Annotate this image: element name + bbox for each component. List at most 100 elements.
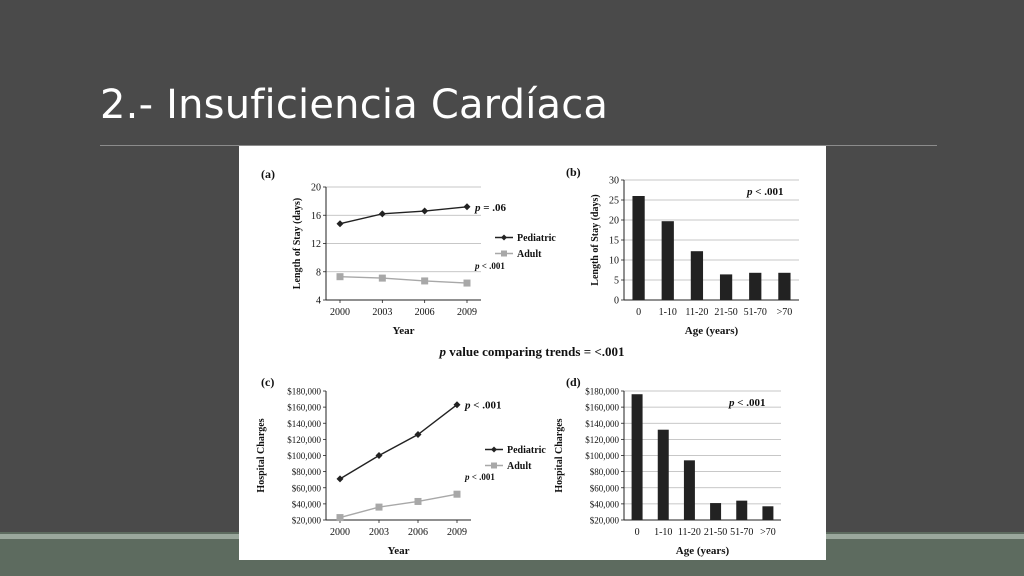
y-tick-label: $20,000 (292, 516, 322, 526)
data-point (378, 274, 386, 282)
y-axis-label: Length of Stay (days) (292, 198, 303, 289)
bar-0 (631, 394, 643, 520)
figure-panel: p value comparing trends = <.001 4 8 12 16 2… (239, 146, 826, 560)
bar-2 (690, 251, 704, 300)
x-tick-label: 0 (635, 527, 640, 538)
data-point (336, 220, 344, 228)
x-tick-label: 2000 (330, 307, 350, 318)
x-tick-label: >70 (760, 527, 776, 538)
x-tick-label: 0 (636, 307, 641, 318)
y-axis-label: Hospital Charges (554, 418, 565, 492)
y-tick-label: 16 (311, 211, 321, 222)
y-tick-label: $40,000 (590, 499, 620, 509)
data-point (414, 431, 422, 439)
y-tick-label: 20 (609, 216, 619, 227)
y-tick-label: $60,000 (590, 483, 620, 493)
y-tick-label: $120,000 (287, 435, 321, 445)
y-tick-label: 20 (311, 183, 321, 194)
x-tick-label: 2009 (457, 307, 477, 318)
y-tick-label: 30 (609, 176, 619, 187)
x-tick-label: 11-20 (685, 307, 708, 318)
y-tick-label: 4 (316, 296, 321, 307)
p-value-annotation: p = .06 (474, 202, 507, 214)
p-value-annotation: p < .001 (464, 400, 502, 412)
y-tick-label: $140,000 (585, 419, 619, 429)
y-axis-label: Length of Stay (days) (590, 194, 601, 285)
series-line-pediatric (339, 206, 468, 225)
x-axis-label: Age (years) (676, 545, 730, 557)
panel-label: (c) (261, 375, 274, 389)
x-tick-label: 2003 (369, 527, 389, 538)
series-line-adult (339, 275, 468, 284)
panel-label: (a) (261, 167, 275, 181)
p-value-annotation: p < .001 (746, 186, 784, 198)
y-tick-label: $160,000 (585, 403, 619, 413)
data-point (453, 401, 461, 409)
legend-label: Pediatric (517, 233, 556, 244)
data-point (453, 490, 461, 498)
y-tick-label: 15 (609, 236, 619, 247)
p-value-annotation: p < .001 (474, 261, 505, 271)
y-axis-label: Hospital Charges (256, 418, 267, 492)
y-tick-label: $40,000 (292, 499, 322, 509)
legend-label: Pediatric (507, 445, 546, 456)
bar-5 (778, 272, 791, 300)
data-point (421, 277, 429, 285)
data-point (336, 273, 344, 281)
data-point (463, 279, 471, 287)
y-tick-label: $60,000 (292, 483, 322, 493)
bar-4 (749, 272, 762, 300)
bar-0 (632, 196, 645, 300)
x-tick-label: 51-70 (744, 307, 767, 318)
x-tick-label: 1-10 (659, 307, 677, 318)
y-tick-label: $80,000 (292, 467, 322, 477)
x-tick-label: 21-50 (714, 307, 737, 318)
x-tick-label: 21-50 (704, 527, 727, 538)
y-tick-label: $160,000 (287, 403, 321, 413)
legend-marker (501, 234, 507, 241)
bar-1 (661, 221, 674, 300)
y-tick-label: $100,000 (585, 451, 619, 461)
y-tick-label: $20,000 (590, 516, 620, 526)
x-tick-label: 1-10 (654, 527, 672, 538)
y-tick-label: $180,000 (287, 387, 321, 397)
legend-label: Adult (517, 249, 542, 260)
y-tick-label: 8 (316, 267, 321, 278)
legend-marker (501, 250, 507, 257)
series-line-pediatric (339, 404, 458, 480)
data-point (421, 207, 429, 215)
figure-svg: p value comparing trends = <.001 4 8 12 16 2… (256, 165, 799, 557)
data-point (463, 203, 471, 211)
panel-label: (b) (566, 165, 581, 179)
center-note: p value comparing trends = <.001 (438, 344, 624, 359)
x-tick-label: 2009 (447, 527, 467, 538)
y-tick-label: 10 (609, 256, 619, 267)
p-value-annotation: p < .001 (728, 397, 766, 409)
y-tick-label: $180,000 (585, 387, 619, 397)
data-point (375, 503, 383, 511)
p-value-annotation: p < .001 (464, 472, 495, 482)
data-point (375, 452, 383, 459)
x-tick-label: 11-20 (678, 527, 701, 538)
legend-marker (491, 462, 497, 469)
y-tick-label: 0 (614, 296, 619, 307)
panel-label: (d) (566, 375, 581, 389)
x-axis-label: Age (years) (685, 325, 739, 337)
y-tick-label: $100,000 (287, 451, 321, 461)
y-tick-label: 25 (609, 196, 619, 207)
y-tick-label: $120,000 (585, 435, 619, 445)
series-line-adult (339, 493, 458, 519)
bar-3 (710, 503, 722, 520)
bar-1 (657, 429, 669, 520)
data-point (414, 497, 422, 505)
x-tick-label: >70 (777, 307, 793, 318)
data-point (336, 514, 344, 522)
slide-title: 2.- Insuficiencia Cardíaca (100, 82, 609, 128)
y-tick-label: 12 (311, 239, 321, 250)
title-divider (100, 145, 937, 146)
y-tick-label: 5 (614, 276, 619, 287)
x-tick-label: 51-70 (730, 527, 753, 538)
x-axis-label: Year (393, 325, 415, 337)
data-point (378, 210, 386, 218)
x-axis-label: Year (388, 545, 410, 557)
